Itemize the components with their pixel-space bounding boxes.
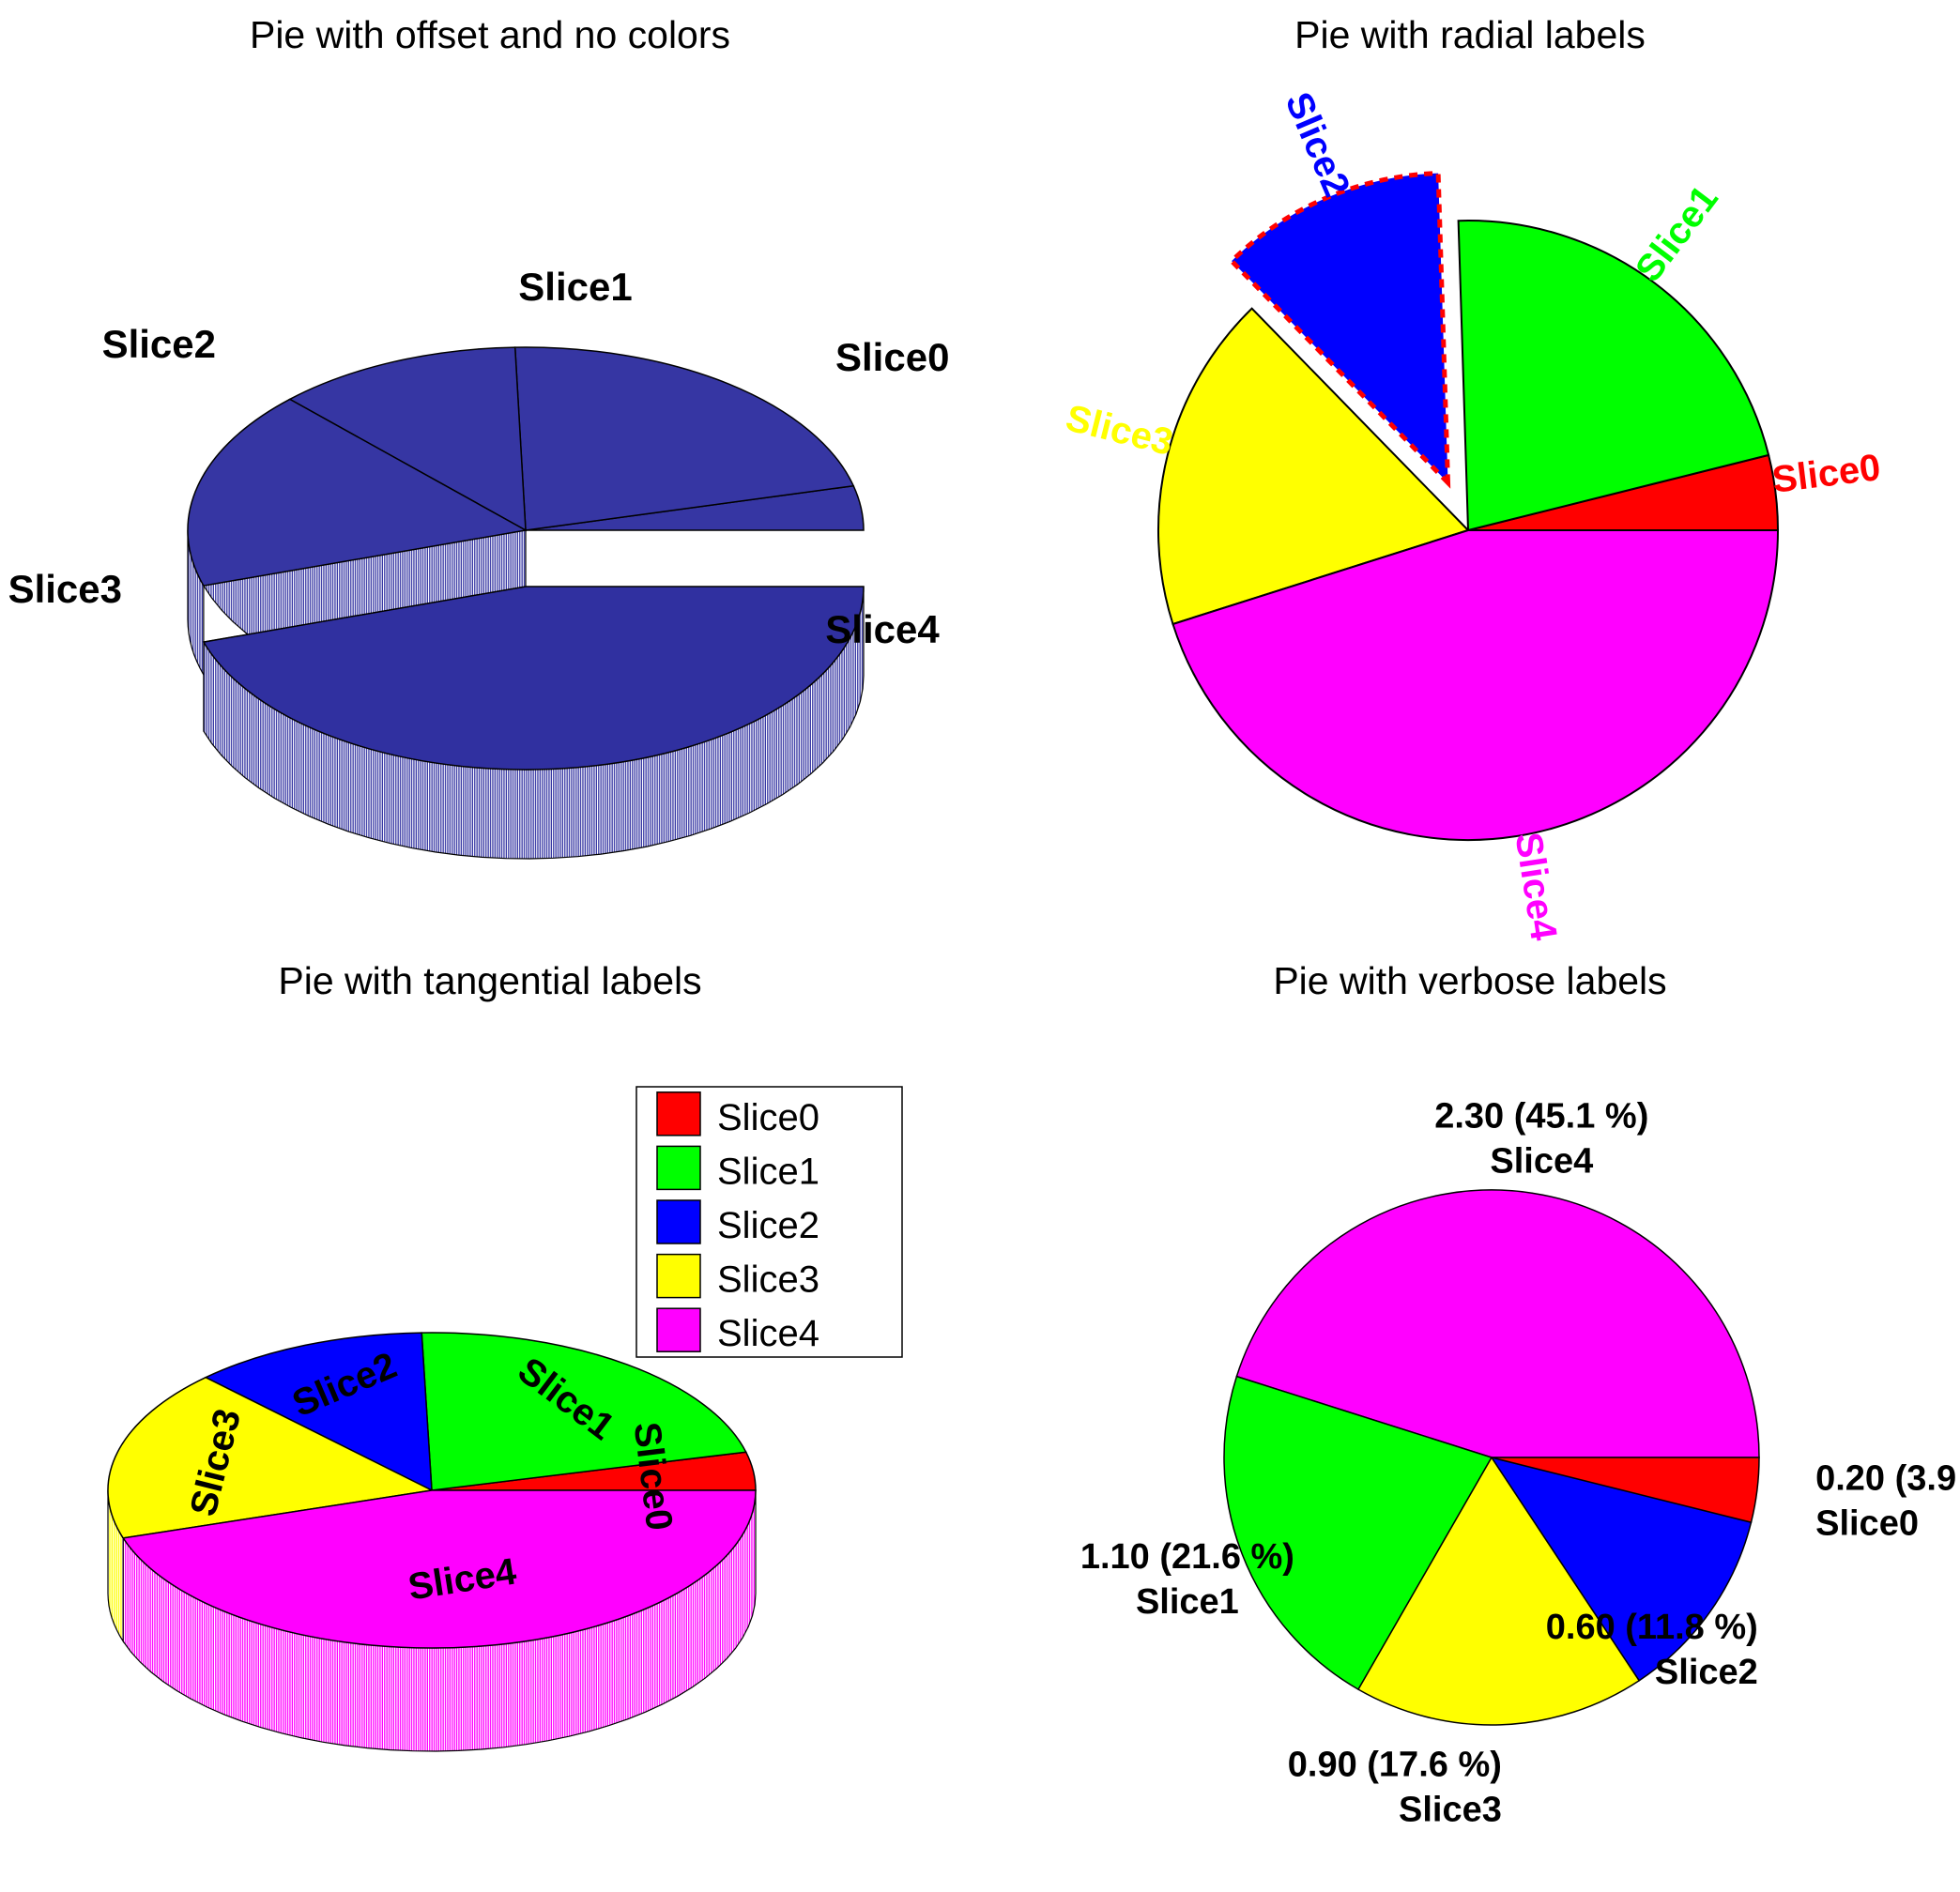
svg-text:Slice0: Slice0	[1770, 447, 1883, 501]
svg-text:Slice1: Slice1	[717, 1151, 819, 1192]
svg-text:Slice2: Slice2	[102, 322, 216, 366]
svg-text:Slice0: Slice0	[717, 1097, 819, 1138]
svg-text:Slice1: Slice1	[1628, 178, 1726, 290]
svg-text:Slice3: Slice3	[1062, 397, 1177, 464]
svg-text:2.30 (45.1 %): 2.30 (45.1 %)	[1434, 1096, 1648, 1136]
svg-text:Slice0: Slice0	[835, 335, 949, 379]
svg-text:Slice4: Slice4	[825, 607, 940, 651]
svg-text:Slice3: Slice3	[8, 567, 122, 611]
svg-text:Slice3: Slice3	[717, 1259, 819, 1301]
svg-text:1.10 (21.6 %): 1.10 (21.6 %)	[1080, 1537, 1294, 1577]
svg-text:0.60 (11.8 %): 0.60 (11.8 %)	[1546, 1608, 1758, 1647]
svg-text:Slice1: Slice1	[518, 265, 632, 309]
svg-text:Slice2: Slice2	[1277, 86, 1357, 203]
svg-text:Slice4: Slice4	[1490, 1141, 1593, 1181]
svg-text:0.20 (3.9 %): 0.20 (3.9 %)	[1815, 1459, 1960, 1499]
svg-text:Slice2: Slice2	[717, 1205, 819, 1246]
svg-text:Slice0: Slice0	[1815, 1504, 1919, 1544]
svg-text:Slice3: Slice3	[1399, 1791, 1502, 1830]
svg-text:Slice4: Slice4	[717, 1313, 819, 1354]
svg-text:Slice2: Slice2	[1655, 1653, 1758, 1692]
svg-text:0.90 (17.6 %): 0.90 (17.6 %)	[1288, 1746, 1502, 1785]
svg-text:Slice4: Slice4	[1507, 830, 1564, 944]
svg-text:Slice1: Slice1	[1136, 1582, 1239, 1622]
